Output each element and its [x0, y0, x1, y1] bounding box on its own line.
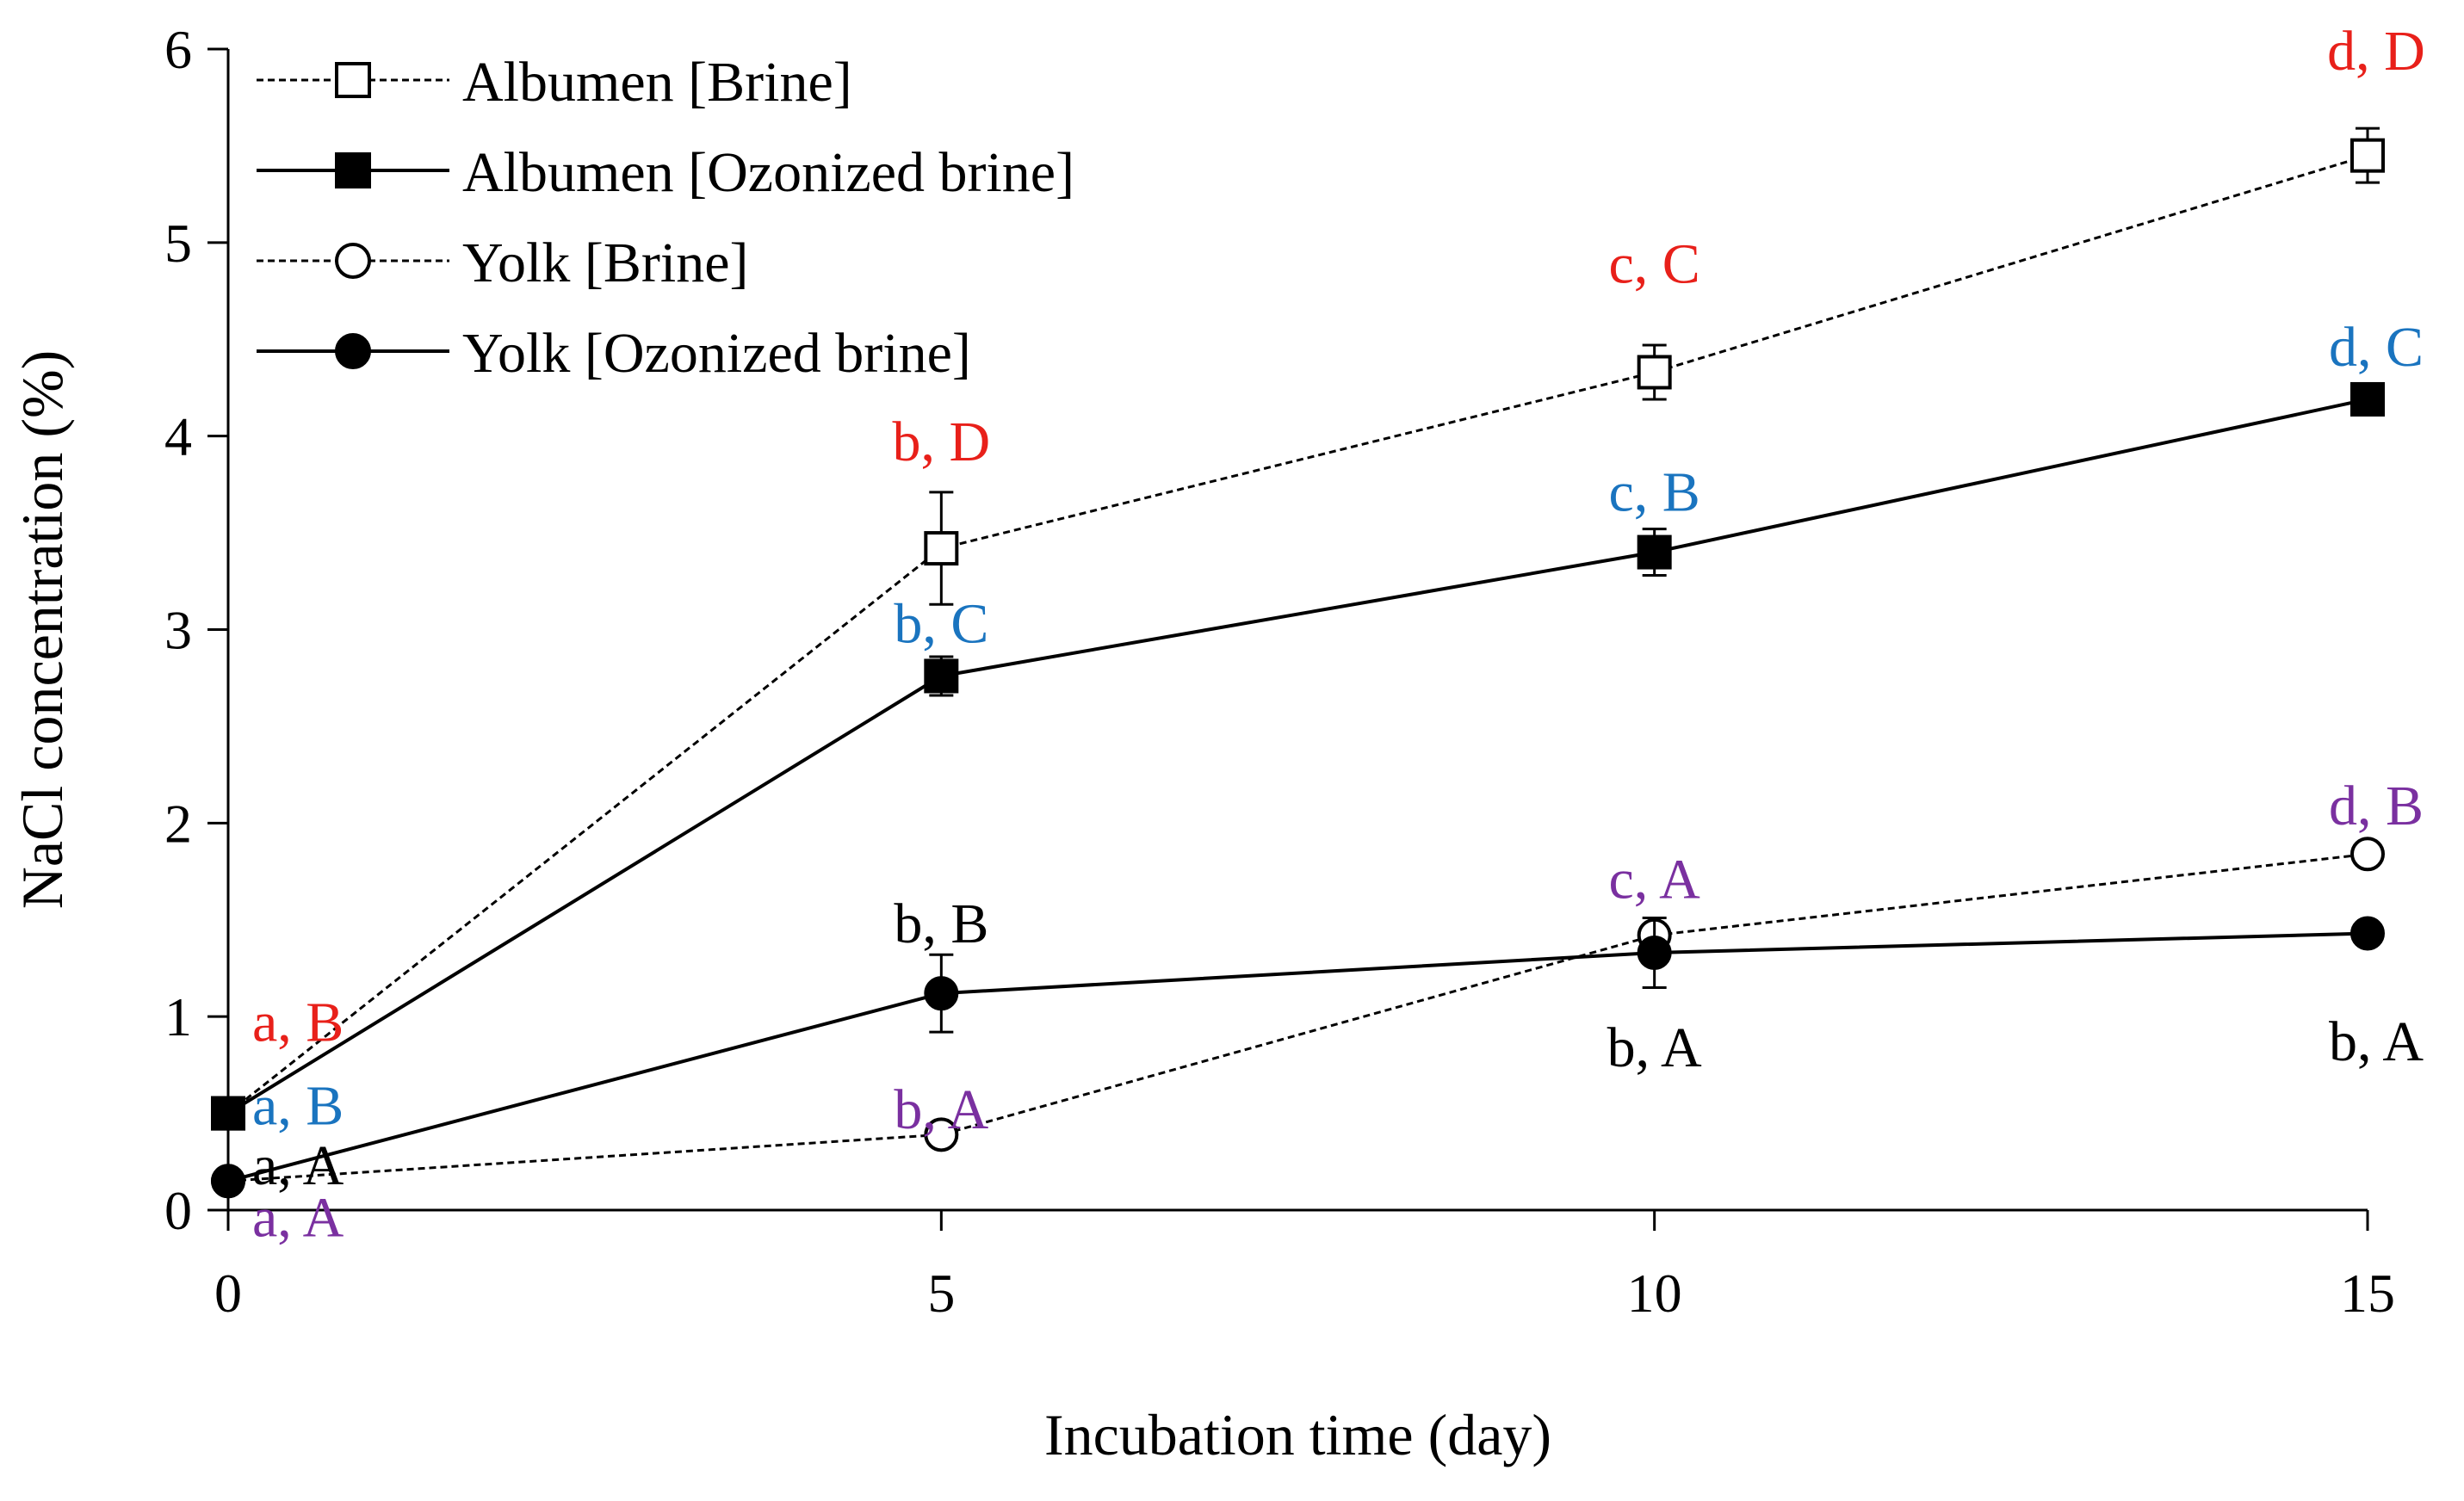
significance-label: c, B: [1609, 461, 1700, 524]
y-tick-label: 2: [164, 793, 192, 854]
open-circle-marker: [924, 1117, 959, 1152]
annotation-layer: a, B b, D c, C d, D a, B b, C c, B d, C a, A b, B…: [252, 20, 2425, 1250]
filled-circle-marker: [924, 976, 959, 1011]
series-3: [227, 931, 2368, 1183]
x-tick-label: 5: [927, 1263, 955, 1324]
series-0: [227, 154, 2368, 1115]
significance-label: d, C: [2329, 316, 2424, 379]
series-points-1: [211, 381, 2385, 1131]
series-line: [226, 397, 2368, 1115]
open-square-marker: [924, 531, 959, 566]
series-points-3: [211, 916, 2385, 1199]
significance-label: b, C: [894, 593, 988, 656]
filled-circle-marker: [211, 1164, 245, 1199]
significance-label: b, A: [894, 1078, 988, 1141]
filled-square-marker: [924, 658, 959, 694]
series-2: [227, 852, 2368, 1183]
open-circle-marker: [335, 243, 371, 279]
filled-square-marker: [211, 1096, 245, 1131]
significance-label: d, B: [2329, 775, 2424, 837]
significance-label: b, D: [892, 411, 990, 473]
y-tick-label: 4: [164, 406, 192, 467]
significance-label: c, A: [1609, 848, 1701, 911]
significance-label: b, A: [2329, 1010, 2424, 1073]
y-tick-label: 1: [164, 986, 192, 1047]
open-square-marker: [335, 62, 371, 98]
x-tick-label: 0: [214, 1263, 242, 1324]
filled-square-marker: [1637, 534, 1672, 570]
y-tick-label: 6: [164, 19, 192, 80]
y-tick-label: 5: [164, 213, 192, 274]
filled-circle-marker: [1637, 935, 1672, 970]
legend: Albumen [Brine] Albumen [Ozonized brine] Y…: [257, 51, 1074, 385]
legend-label: Albumen [Brine]: [462, 51, 852, 114]
series-points-2: [211, 837, 2385, 1199]
legend-label: Yolk [Ozonized brine]: [462, 322, 971, 385]
x-axis-title: Incubation time (day): [1044, 1402, 1551, 1467]
series-line: [227, 852, 2368, 1183]
significance-label: a, B: [252, 1074, 344, 1137]
legend-label: Albumen [Ozonized brine]: [462, 141, 1074, 204]
x-tick-label: 10: [1627, 1263, 1682, 1324]
series-line: [227, 931, 2368, 1183]
y-tick-label: 3: [164, 600, 192, 661]
y-ticks: 0 1 2 3 4 5 6: [164, 19, 228, 1241]
open-circle-marker: [2350, 837, 2385, 872]
significance-label: b, B: [894, 893, 988, 955]
significance-label: a, A: [252, 1187, 344, 1250]
legend-label: Yolk [Brine]: [462, 232, 748, 294]
filled-square-marker: [335, 152, 371, 188]
series-1: [226, 397, 2368, 1115]
significance-label: a, A: [252, 1134, 344, 1197]
significance-label: c, C: [1609, 232, 1700, 295]
x-tick-label: 15: [2340, 1263, 2395, 1324]
open-square-marker: [1637, 355, 1672, 390]
axes: 0 1 2 3 4 5 6 0 5 10 15: [164, 19, 2395, 1324]
y-axis-title: NaCl concentration (%): [9, 350, 75, 910]
filled-circle-marker: [2350, 916, 2385, 951]
filled-circle-marker: [335, 333, 371, 369]
open-square-marker: [2350, 138, 2385, 173]
series-layer: [211, 127, 2385, 1199]
significance-label: a, B: [252, 991, 344, 1054]
significance-label: d, D: [2327, 20, 2425, 83]
series-line: [227, 154, 2368, 1115]
filled-square-marker: [2350, 381, 2385, 417]
significance-label: b, A: [1607, 1016, 1702, 1079]
y-tick-label: 0: [164, 1180, 192, 1241]
x-ticks: 0 5 10 15: [214, 1210, 2395, 1324]
